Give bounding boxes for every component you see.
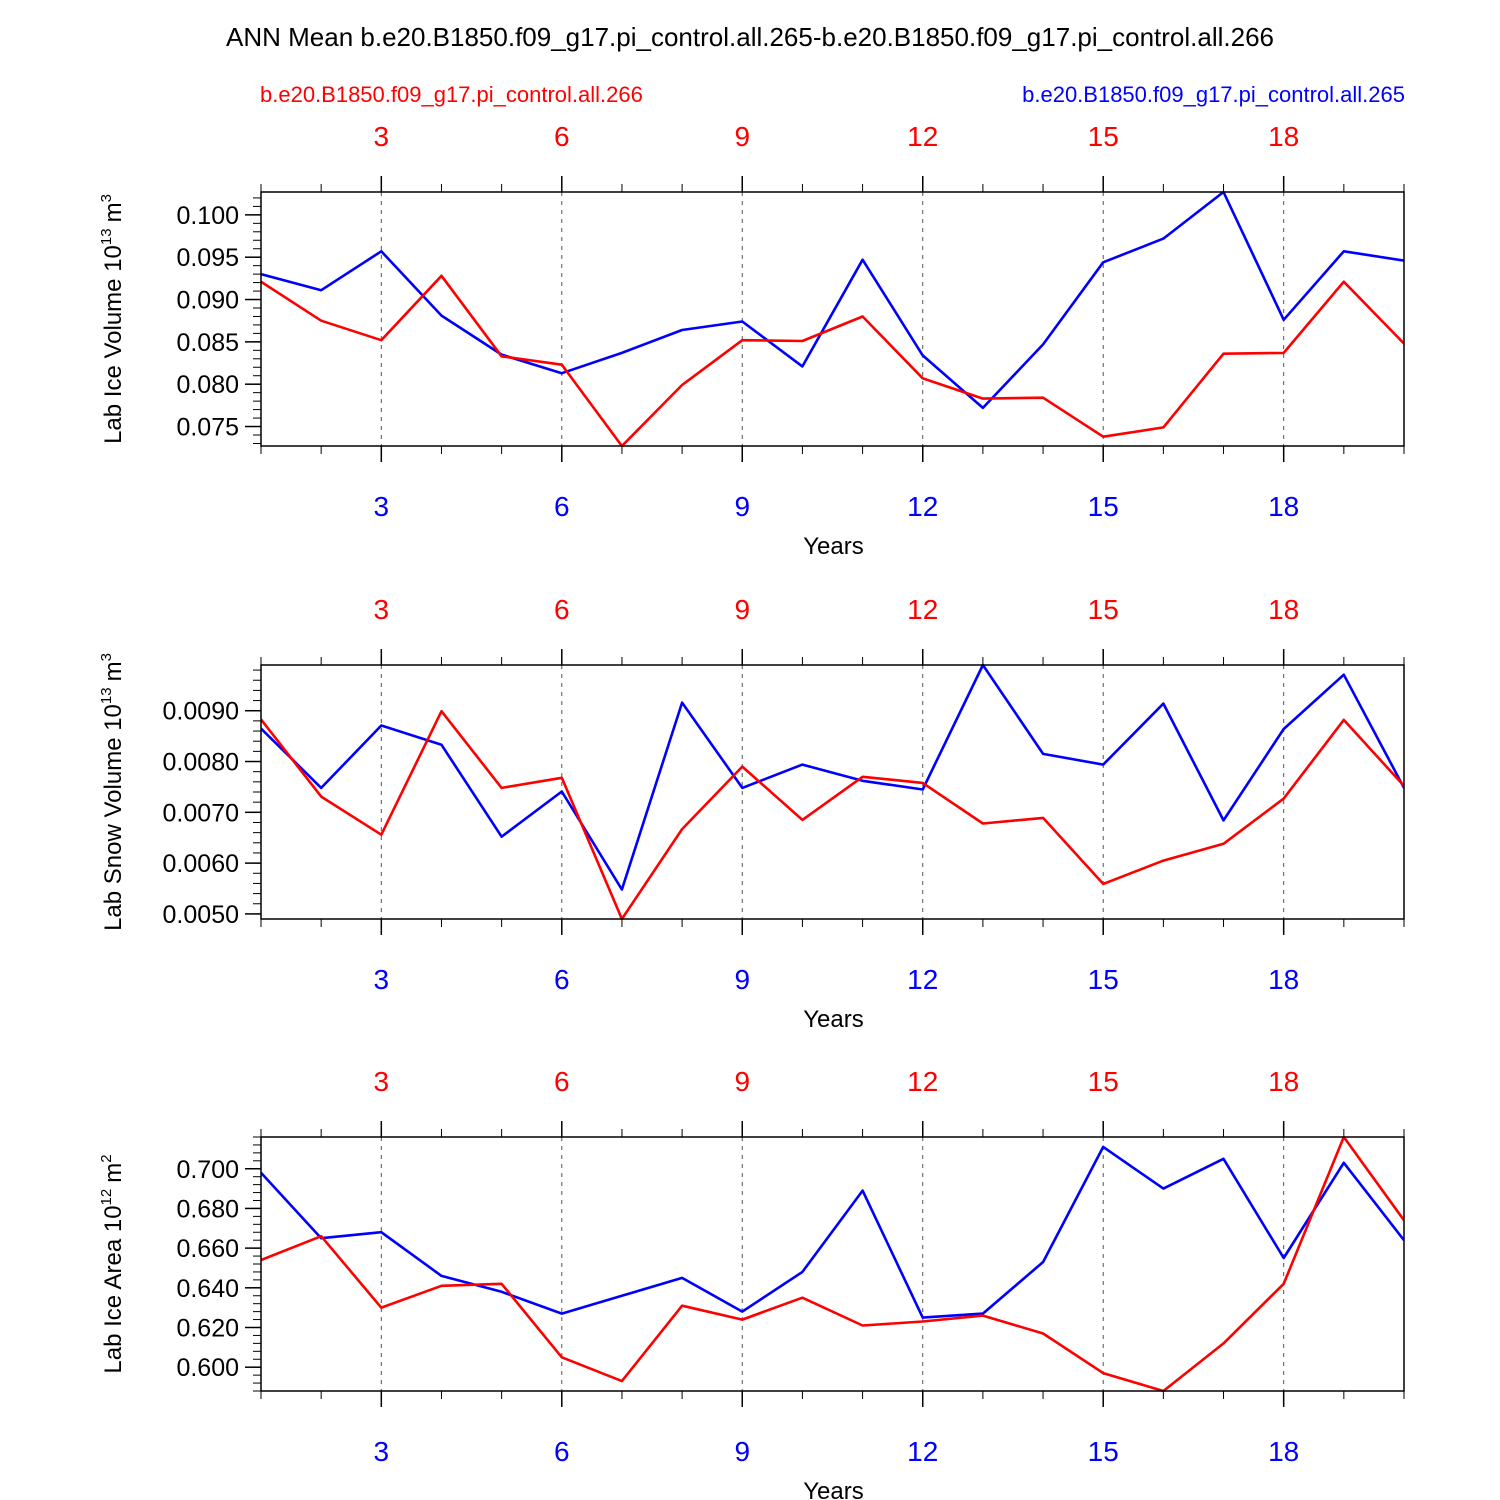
y-axis-label-unit-exponent: 2	[98, 1154, 115, 1162]
series-line-red	[261, 274, 1404, 448]
y-axis-label-main: Lab Snow Volume 10	[100, 704, 127, 931]
y-tick-label: 0.0050	[163, 901, 239, 929]
x-tick-label-top: 15	[1088, 121, 1119, 152]
x-tick-label-top: 3	[374, 1066, 390, 1097]
x-tick-label-top: 3	[374, 121, 390, 152]
y-tick-label: 0.620	[176, 1315, 239, 1343]
y-axis-label-main: Lab Ice Volume 10	[100, 245, 127, 444]
x-tick-label-top: 9	[734, 594, 750, 625]
panel-ice-area: 0.600 0.620 0.640 0.660 0.680 0.700 3 3 6 6 9 9 12 12…	[98, 1066, 1405, 1500]
x-tick-label-top: 12	[907, 121, 938, 152]
x-axis-label: Years	[803, 533, 864, 560]
y-tick-label: 0.085	[176, 329, 239, 357]
y-axis-label-exponent: 13	[98, 687, 115, 704]
x-tick-label-bottom: 12	[907, 491, 938, 522]
plot-frame	[260, 1136, 1405, 1392]
y-tick-label: 0.090	[176, 287, 239, 315]
y-axis-label-unit: m	[100, 661, 127, 681]
y-axis-label: Lab Snow Volume 1013 m3	[98, 653, 127, 931]
panel-snow-volume: 0.0050 0.0060 0.0070 0.0080 0.0090 3 3 6 6 9 9 12 12…	[98, 594, 1405, 1033]
x-tick-label-top: 6	[554, 1066, 570, 1097]
y-tick-label: 0.080	[176, 371, 239, 399]
x-tick-label-top: 9	[734, 1066, 750, 1097]
y-axis-label-exponent: 13	[98, 228, 115, 245]
series-line-blue	[261, 663, 1404, 891]
y-tick-label: 0.075	[176, 414, 239, 442]
x-tick-label-top: 3	[374, 594, 390, 625]
y-tick-label: 0.660	[176, 1235, 239, 1263]
y-tick-label: 0.700	[176, 1156, 239, 1184]
x-tick-label-bottom: 6	[554, 491, 570, 522]
x-tick-label-top: 12	[907, 594, 938, 625]
x-tick-label-bottom: 6	[554, 964, 570, 995]
series-line-blue	[261, 190, 1404, 410]
y-tick-label: 0.600	[176, 1354, 239, 1382]
x-tick-label-bottom: 18	[1268, 491, 1299, 522]
x-tick-label-top: 18	[1268, 121, 1299, 152]
x-tick-label-top: 6	[554, 594, 570, 625]
y-axis-label-main: Lab Ice Area 10	[100, 1205, 127, 1373]
x-axis-label: Years	[803, 1006, 864, 1033]
y-tick-label: 0.0090	[163, 698, 239, 726]
series-line-blue	[261, 1145, 1404, 1319]
x-tick-label-bottom: 18	[1268, 964, 1299, 995]
x-tick-label-top: 6	[554, 121, 570, 152]
plot-frame	[260, 191, 1405, 447]
x-tick-label-top: 18	[1268, 594, 1299, 625]
x-tick-label-bottom: 9	[734, 1436, 750, 1467]
y-axis-label: Lab Ice Volume 1013 m3	[98, 194, 127, 444]
x-tick-label-top: 9	[734, 121, 750, 152]
x-axis-label: Years	[803, 1478, 864, 1500]
x-tick-label-bottom: 3	[374, 964, 390, 995]
y-tick-label: 0.0070	[163, 799, 239, 827]
legend-left-label: b.e20.B1850.f09_g17.pi_control.all.266	[260, 82, 643, 107]
y-axis-label-unit-exponent: 3	[98, 194, 115, 202]
legend-right-label: b.e20.B1850.f09_g17.pi_control.all.265	[1022, 82, 1405, 107]
x-tick-label-bottom: 3	[374, 491, 390, 522]
y-tick-label: 0.680	[176, 1195, 239, 1223]
x-tick-label-bottom: 15	[1088, 964, 1119, 995]
x-tick-label-bottom: 6	[554, 1436, 570, 1467]
y-tick-label: 0.0080	[163, 749, 239, 777]
x-tick-label-top: 15	[1088, 1066, 1119, 1097]
y-tick-label: 0.095	[176, 244, 239, 272]
x-tick-label-bottom: 12	[907, 964, 938, 995]
y-tick-label: 0.100	[176, 202, 239, 230]
x-tick-label-top: 15	[1088, 594, 1119, 625]
x-tick-label-bottom: 9	[734, 964, 750, 995]
x-tick-label-bottom: 15	[1088, 491, 1119, 522]
y-axis-label-exponent: 12	[98, 1189, 115, 1206]
panel-ice-volume: 0.075 0.080 0.085 0.090 0.095 0.100 3 3 6 6 9 9 12 12…	[98, 121, 1405, 560]
x-tick-label-top: 18	[1268, 1066, 1299, 1097]
plot-frame	[260, 664, 1405, 920]
y-axis-label: Lab Ice Area 1012 m2	[98, 1154, 127, 1373]
y-tick-label: 0.0060	[163, 850, 239, 878]
x-tick-label-bottom: 15	[1088, 1436, 1119, 1467]
x-tick-label-bottom: 3	[374, 1436, 390, 1467]
figure-title: ANN Mean b.e20.B1850.f09_g17.pi_control.…	[226, 22, 1274, 52]
y-axis-label-unit-exponent: 3	[98, 653, 115, 661]
series-line-red	[261, 1135, 1404, 1393]
y-axis-label-unit: m	[100, 1163, 127, 1183]
y-tick-label: 0.640	[176, 1275, 239, 1303]
x-tick-label-bottom: 9	[734, 491, 750, 522]
y-axis-label-unit: m	[100, 202, 127, 222]
x-tick-label-bottom: 12	[907, 1436, 938, 1467]
x-tick-label-bottom: 18	[1268, 1436, 1299, 1467]
series-line-red	[261, 709, 1404, 921]
x-tick-label-top: 12	[907, 1066, 938, 1097]
